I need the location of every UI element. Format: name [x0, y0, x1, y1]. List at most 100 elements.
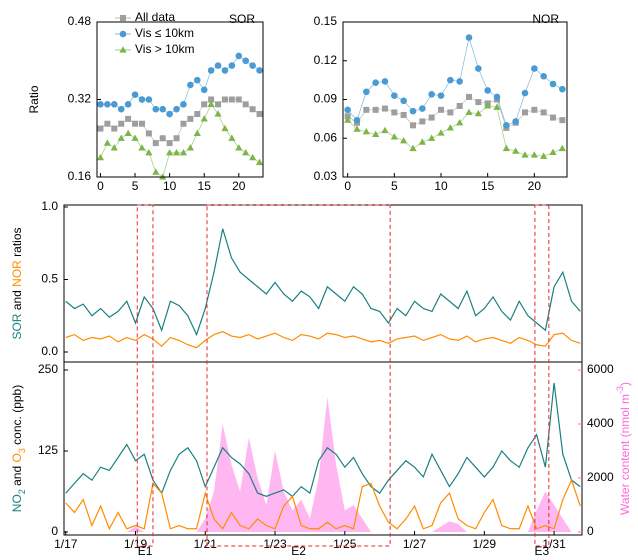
- marker: [249, 153, 257, 161]
- marker: [249, 106, 256, 113]
- marker: [410, 122, 416, 129]
- marker: [531, 106, 538, 113]
- marker: [540, 152, 548, 159]
- line: [347, 37, 563, 126]
- marker: [207, 67, 215, 74]
- x-tick-label: 5: [132, 179, 139, 193]
- x-tick-label: 1/25: [333, 537, 357, 551]
- marker: [110, 101, 118, 108]
- event-box: [534, 204, 550, 547]
- marker: [419, 118, 426, 125]
- marker: [187, 115, 194, 122]
- marker: [228, 96, 235, 103]
- marker: [484, 102, 492, 109]
- axis-label-part: 2: [17, 489, 27, 494]
- marker: [558, 144, 566, 152]
- marker: [409, 144, 417, 152]
- marker: [187, 81, 194, 89]
- marker: [111, 125, 118, 132]
- legend-label: Vis ≤ 10km: [135, 26, 194, 40]
- axis-label-part: conc. (ppb): [10, 385, 24, 448]
- y-tick-label: 0.15: [314, 14, 338, 28]
- marker: [493, 103, 501, 110]
- marker: [549, 80, 557, 88]
- x-tick-label: 0: [344, 179, 351, 193]
- marker: [502, 144, 510, 152]
- marker: [521, 89, 529, 97]
- marker: [97, 101, 104, 108]
- axis-label-part: 3: [17, 448, 27, 453]
- y2-tick-label: 6000: [587, 362, 614, 376]
- marker: [447, 109, 454, 116]
- line: [100, 55, 260, 115]
- marker: [228, 134, 236, 141]
- axis-label-part: Water content (nmol m: [618, 394, 632, 515]
- marker: [363, 106, 370, 113]
- y-tick-label: 0.32: [68, 92, 92, 106]
- marker: [391, 109, 398, 116]
- line: [65, 478, 581, 531]
- x-tick-label: 1/19: [124, 537, 148, 551]
- marker: [235, 52, 243, 60]
- marker: [173, 135, 180, 142]
- marker: [228, 62, 236, 69]
- marker: [159, 135, 166, 142]
- x-tick-label: 1/31: [542, 537, 566, 551]
- marker: [559, 117, 566, 124]
- marker: [256, 111, 263, 118]
- marker: [446, 124, 454, 131]
- marker: [124, 129, 132, 137]
- y-tick-label: 1.0: [41, 199, 58, 213]
- x-tick-label: 15: [481, 179, 495, 193]
- marker: [372, 130, 380, 137]
- marker: [97, 125, 104, 132]
- marker: [207, 100, 215, 107]
- marker: [214, 62, 222, 69]
- marker: [172, 148, 181, 156]
- marker: [540, 72, 547, 80]
- legend-label: All data: [135, 10, 175, 24]
- marker: [550, 114, 556, 121]
- marker: [145, 130, 152, 137]
- marker: [372, 79, 379, 87]
- marker: [118, 120, 125, 127]
- line: [100, 99, 260, 144]
- axis-label: NO2 and O3 conc. (ppb): [10, 385, 27, 512]
- marker: [456, 102, 463, 109]
- marker: [400, 97, 407, 105]
- marker: [381, 78, 389, 85]
- panel-title: NOR: [532, 12, 559, 26]
- x-tick-label: 1/23: [263, 537, 287, 551]
- panel-title: SOR: [229, 12, 255, 26]
- marker: [530, 151, 538, 158]
- marker: [242, 57, 250, 65]
- marker: [242, 101, 249, 108]
- marker: [559, 85, 566, 93]
- marker: [466, 93, 472, 100]
- line: [65, 228, 581, 337]
- plot-frame: [63, 361, 583, 536]
- marker: [456, 78, 463, 85]
- marker: [344, 116, 352, 123]
- x-tick-label: 10: [163, 179, 177, 193]
- y-tick-label: 0: [51, 524, 58, 538]
- marker: [201, 101, 208, 108]
- axis-label-part: -3: [615, 386, 625, 394]
- marker: [437, 129, 445, 136]
- marker: [363, 88, 370, 96]
- marker: [173, 105, 180, 113]
- event-label: E3: [535, 544, 550, 558]
- marker: [119, 46, 127, 53]
- x-tick-label: 20: [232, 179, 246, 193]
- marker: [119, 30, 127, 38]
- marker: [159, 105, 167, 113]
- event-label: E1: [138, 544, 153, 558]
- y-tick-label: 0.48: [68, 14, 92, 28]
- line: [65, 382, 581, 498]
- marker: [193, 129, 201, 137]
- y-tick-label: 0.12: [314, 53, 338, 67]
- y-tick-label: 0.0: [41, 344, 58, 358]
- marker: [125, 115, 132, 122]
- axis-label-part: and: [10, 287, 24, 314]
- marker: [200, 86, 208, 94]
